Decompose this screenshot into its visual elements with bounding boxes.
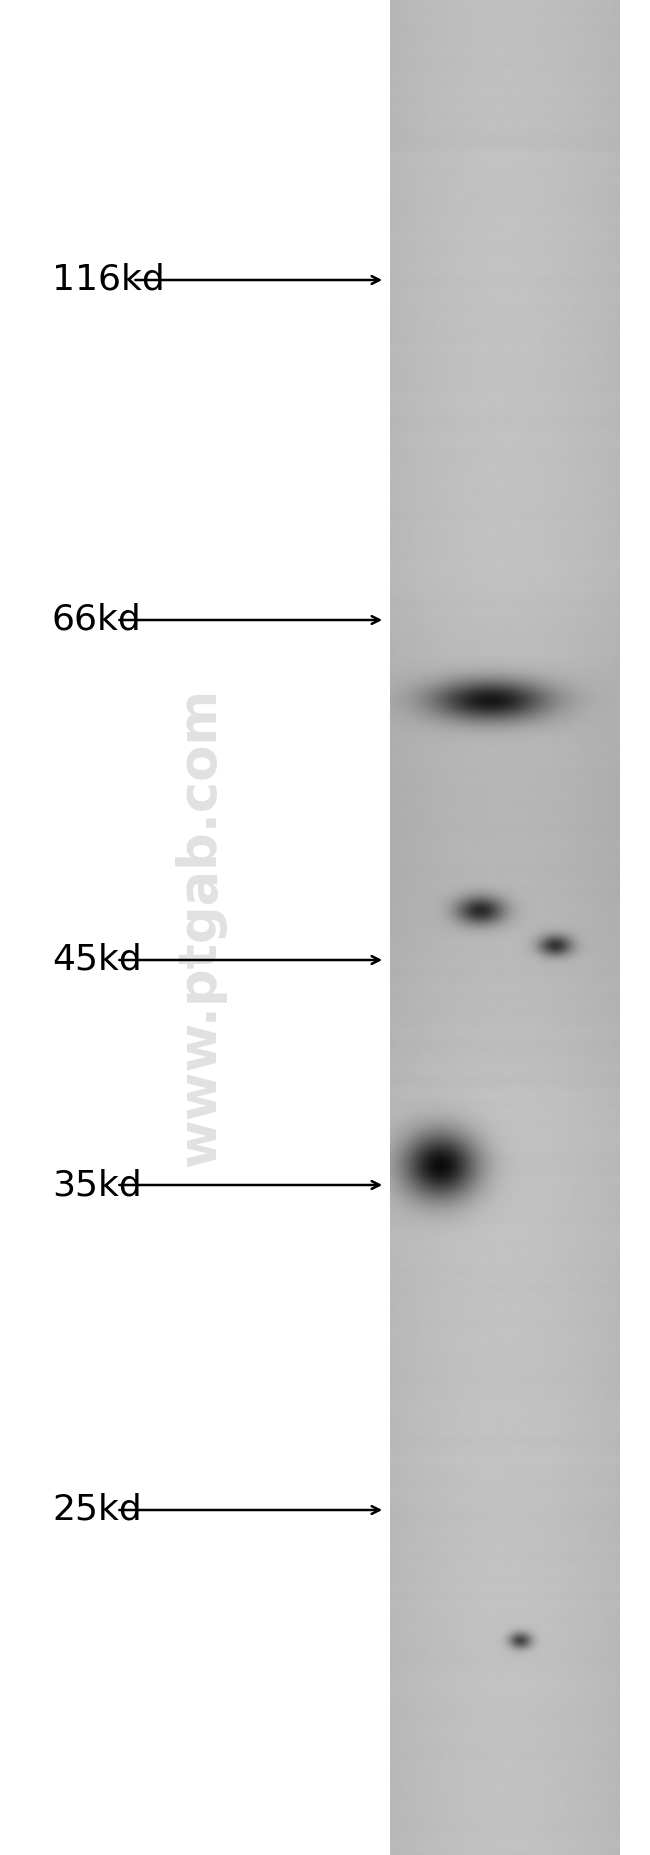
Text: 45kd: 45kd	[52, 942, 142, 978]
Text: 66kd: 66kd	[52, 603, 142, 636]
Text: 25kd: 25kd	[52, 1493, 142, 1527]
Text: 116kd: 116kd	[52, 263, 164, 297]
Text: 35kd: 35kd	[52, 1169, 142, 1202]
Text: www.ptgab.com: www.ptgab.com	[174, 688, 226, 1167]
